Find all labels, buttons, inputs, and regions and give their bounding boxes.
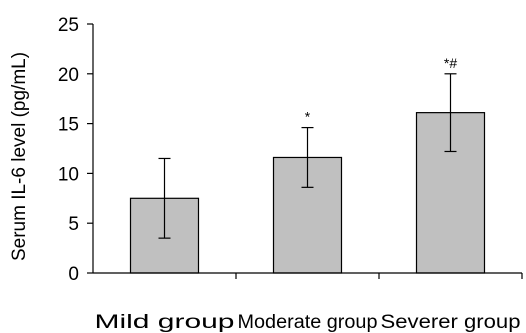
significance-marker: *# [444,55,457,71]
y-tick-label: 10 [58,164,79,185]
y-tick-label: 5 [68,214,79,235]
y-axis-title: Serum IL-6 level (pg/mL) [9,52,30,261]
y-tick-label: 20 [58,65,79,86]
y-tick-label: 15 [58,115,79,136]
significance-marker: * [305,109,311,125]
y-tick-label: 25 [58,15,79,36]
x-category-label: Mild group [95,312,235,333]
x-category-label: Moderate group [238,312,378,333]
y-tick-label: 0 [68,264,79,285]
x-category-label: Severer group [381,312,521,333]
